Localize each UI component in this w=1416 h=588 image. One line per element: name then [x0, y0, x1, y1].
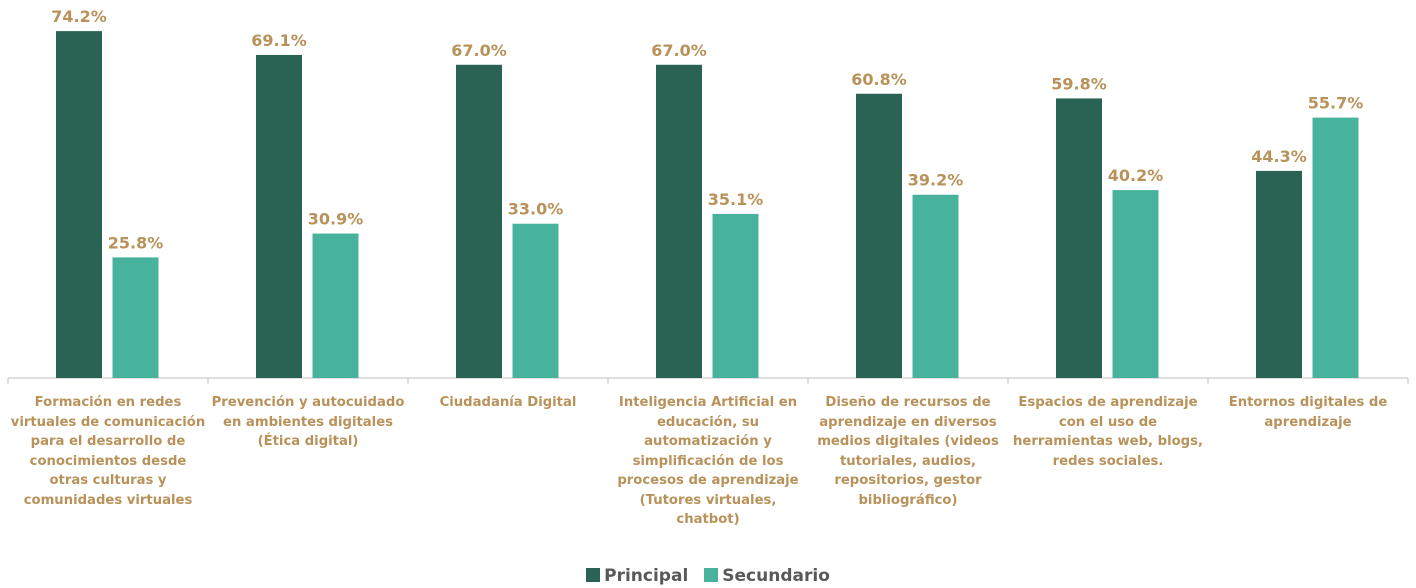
bar: [712, 213, 759, 378]
legend-swatch: [586, 568, 601, 582]
bar: [912, 194, 959, 378]
legend-swatch: [704, 568, 719, 582]
legend: Principal Secundario: [0, 566, 1416, 586]
data-label: 60.8%: [851, 70, 907, 89]
bar: [456, 64, 502, 379]
legend-label: Principal: [604, 566, 689, 586]
bar: [1056, 98, 1102, 378]
bar: [856, 93, 902, 378]
data-label: 67.0%: [451, 41, 507, 60]
x-tick-label: Inteligencia Artificial en educación, su…: [617, 395, 799, 527]
data-label: 40.2%: [1108, 166, 1164, 185]
data-label: 69.1%: [251, 31, 307, 50]
bar: [312, 233, 359, 378]
bar: [56, 31, 102, 379]
x-tick-label: Espacios de aprendizaje con el uso de he…: [1013, 395, 1203, 469]
legend-item: Secundario: [704, 566, 830, 586]
x-tick-label: Ciudadanía Digital: [439, 395, 577, 410]
data-label: 74.2%: [51, 7, 107, 26]
legend-item: Principal: [586, 566, 688, 586]
data-label: 30.9%: [308, 210, 364, 229]
x-tick-label: Formación en redes virtuales de comunica…: [10, 395, 206, 508]
x-tick-label: Entornos digitales de aprendizaje: [1228, 395, 1388, 430]
data-label: 67.0%: [651, 41, 707, 60]
data-label: 55.7%: [1308, 94, 1364, 113]
bar: [656, 64, 702, 379]
legend-label: Secundario: [722, 566, 830, 586]
x-tick-label: Prevención y autocuidado en ambientes di…: [211, 395, 405, 449]
bar: [112, 257, 159, 378]
x-tick-label: Diseño de recursos de aprendizaje en div…: [817, 395, 999, 508]
data-label: 44.3%: [1251, 147, 1307, 166]
data-label: 25.8%: [108, 233, 164, 252]
data-label: 35.1%: [708, 190, 764, 209]
bar: [1256, 170, 1302, 378]
bar: [1312, 117, 1359, 378]
data-label: 33.0%: [508, 200, 564, 219]
bar: [512, 223, 559, 378]
data-label: 59.8%: [1051, 74, 1107, 93]
bar: [256, 54, 302, 379]
bar: [1112, 190, 1159, 378]
data-label: 39.2%: [908, 171, 964, 190]
